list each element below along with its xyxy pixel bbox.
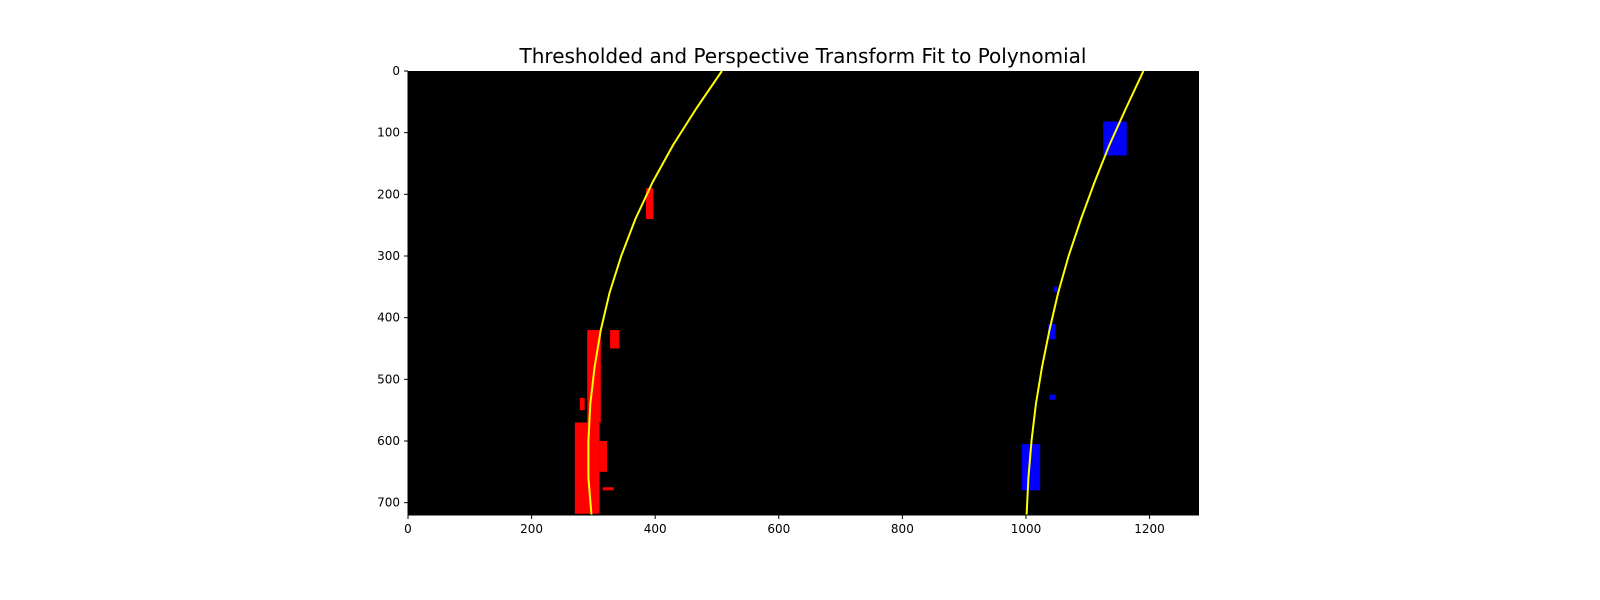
x-tick-label: 1200 [1134,522,1165,536]
y-tick-label: 300 [377,249,400,263]
left-lane-pixel-cluster-3 [645,188,654,219]
y-tick-label: 0 [392,64,400,78]
right-lane-pixel-cluster-0 [1021,444,1041,491]
x-tick-label: 800 [891,522,914,536]
x-tick-label: 200 [520,522,543,536]
x-tick-label: 600 [767,522,790,536]
y-tick-label: 400 [377,311,400,325]
y-tick-label: 500 [377,372,400,386]
left-lane-pixel-cluster-2 [610,330,620,349]
x-axis: 0 200 400 600 800 1000 1200 [404,514,1199,536]
right-lane-pixel-cluster-4 [1049,394,1056,400]
left-lane-pixel-cluster-6 [602,487,614,491]
image-background [408,71,1199,515]
y-tick-label: 600 [377,434,400,448]
y-tick-label: 200 [377,187,400,201]
chart-title: Thresholded and Perspective Transform Fi… [519,44,1087,68]
left-lane-pixel-cluster-5 [599,441,607,472]
x-tick-label: 400 [644,522,667,536]
y-tick-label: 100 [377,126,400,140]
y-tick-label: 700 [377,496,400,510]
x-tick-label: 0 [404,522,412,536]
plot-area [408,70,1199,516]
left-lane-pixel-cluster-4 [579,397,585,411]
x-tick-label: 1000 [1011,522,1042,536]
y-axis: 0 100 200 300 400 500 600 700 [377,64,409,515]
left-lane-fit-line [587,70,723,516]
right-lane-pixel-cluster-2 [1053,286,1058,292]
right-lane-pixel-cluster-3 [1048,323,1056,340]
left-lane-pixel-cluster-0 [574,422,600,514]
right-lane-fit-line [1025,70,1145,516]
